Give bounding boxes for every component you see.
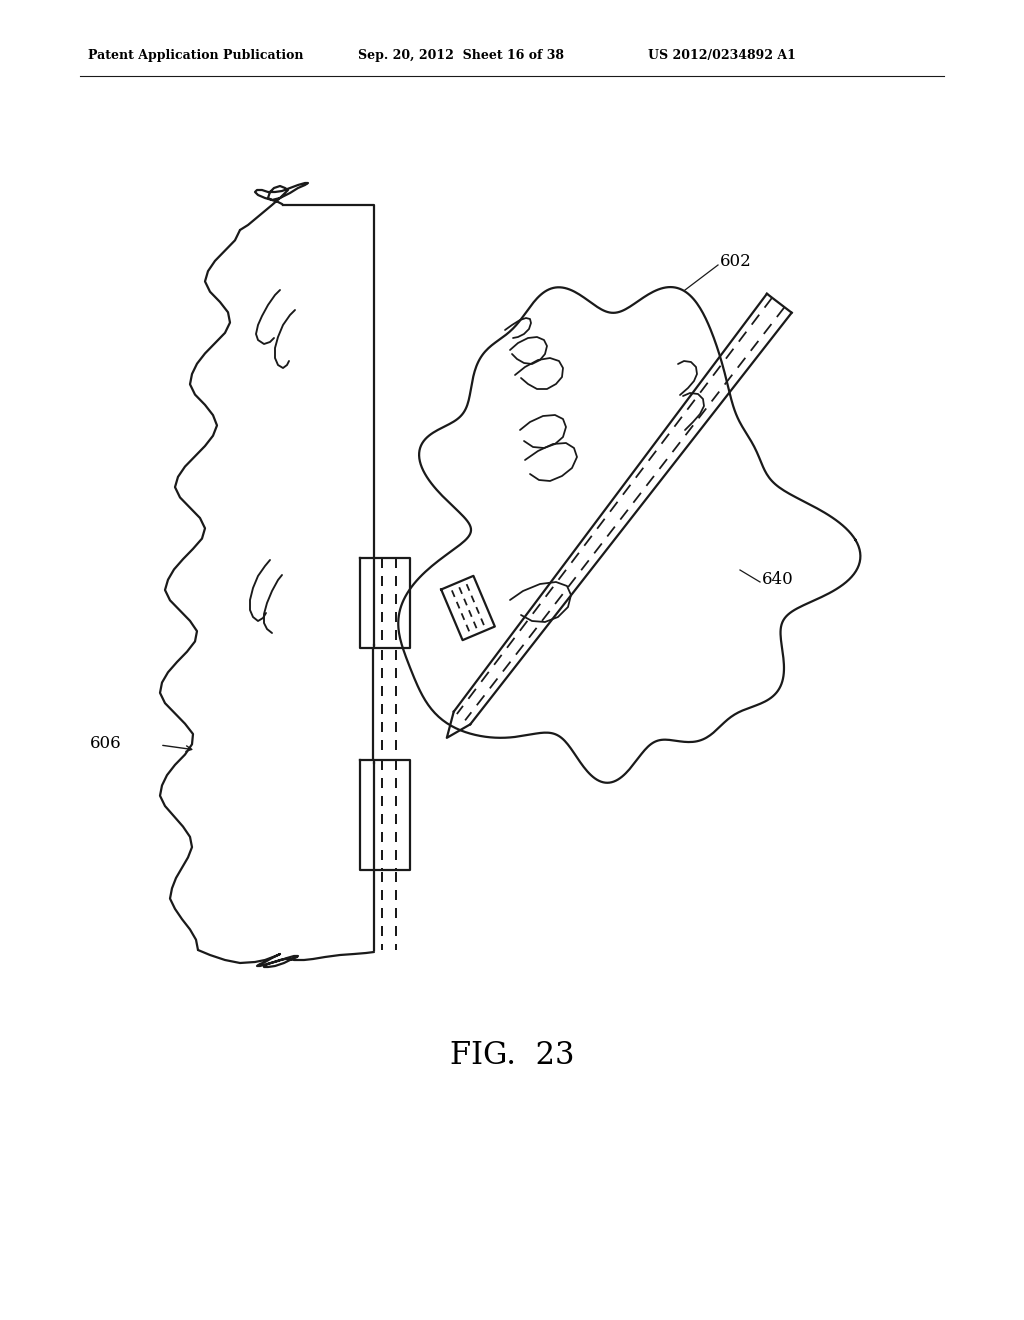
Text: Patent Application Publication: Patent Application Publication (88, 49, 303, 62)
Text: FIG.  23: FIG. 23 (450, 1040, 574, 1071)
Text: 640: 640 (762, 572, 794, 589)
Text: 606: 606 (90, 735, 122, 752)
Text: US 2012/0234892 A1: US 2012/0234892 A1 (648, 49, 796, 62)
Text: 602: 602 (720, 253, 752, 271)
Text: Sep. 20, 2012  Sheet 16 of 38: Sep. 20, 2012 Sheet 16 of 38 (358, 49, 564, 62)
